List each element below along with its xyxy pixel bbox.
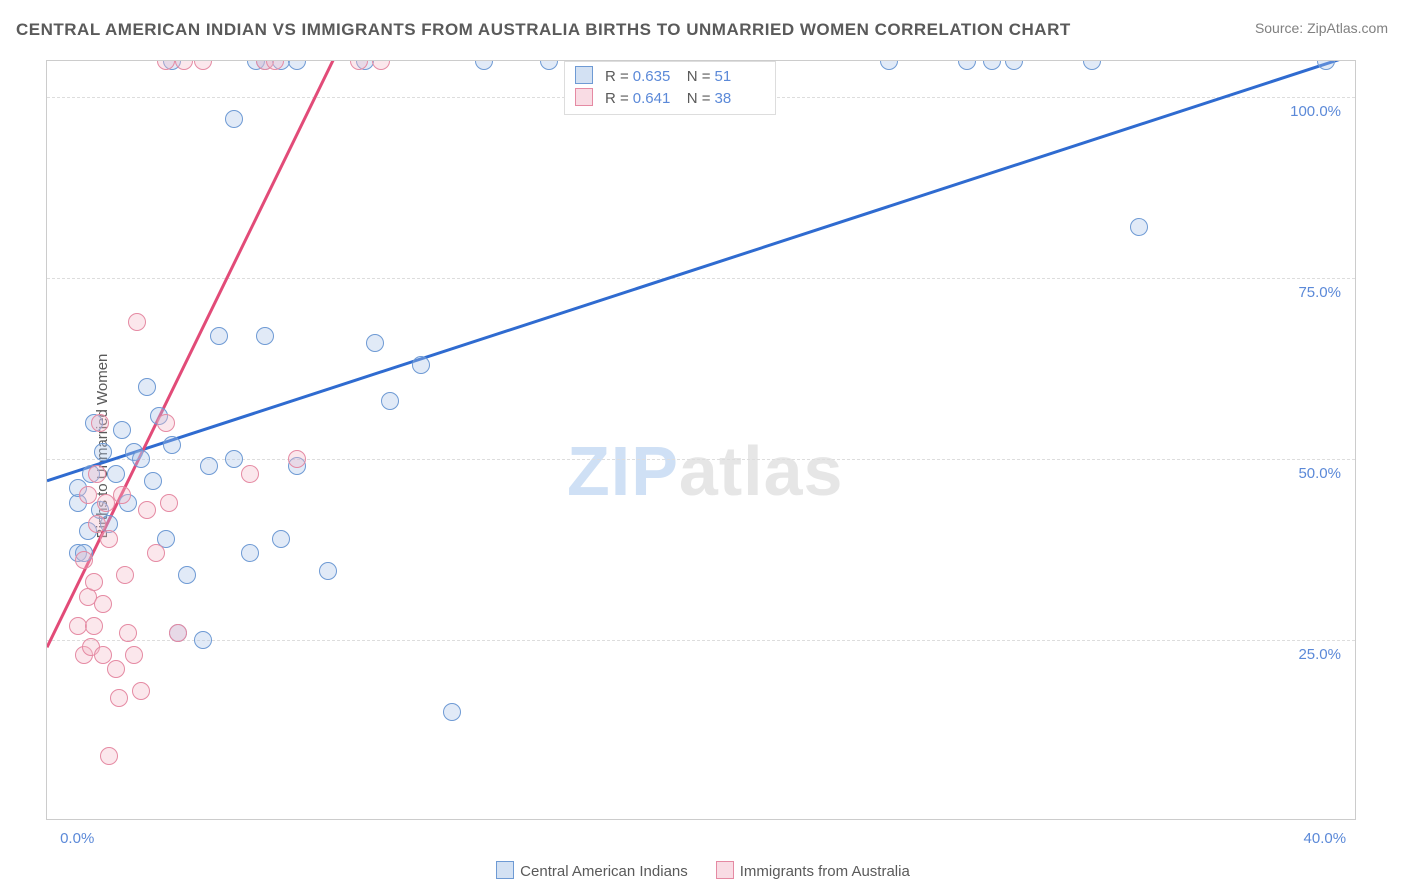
data-point-pink [94, 595, 112, 613]
stat-n-label: N = [687, 68, 711, 85]
legend-bottom: Central American Indians Immigrants from … [0, 861, 1406, 880]
data-point-blue [163, 436, 181, 454]
data-point-pink [79, 486, 97, 504]
data-point-pink [128, 313, 146, 331]
source-label: Source: ZipAtlas.com [1255, 20, 1388, 36]
data-point-pink [100, 530, 118, 548]
data-point-pink [157, 414, 175, 432]
data-point-pink [119, 624, 137, 642]
data-point-blue [241, 544, 259, 562]
x-tick-label: 0.0% [60, 830, 94, 847]
data-point-pink [107, 660, 125, 678]
x-tick-label: 40.0% [1304, 830, 1347, 847]
data-point-pink [288, 450, 306, 468]
stats-row-pink: R =0.641 N =38 [575, 88, 765, 110]
stats-box: R =0.635 N =51 R =0.641 N =38 [564, 61, 776, 115]
legend-item-pink: Immigrants from Australia [716, 861, 910, 880]
data-point-blue [132, 450, 150, 468]
stats-row-blue: R =0.635 N =51 [575, 66, 765, 88]
data-point-blue [366, 334, 384, 352]
legend-item-blue: Central American Indians [496, 861, 688, 880]
data-point-pink [94, 646, 112, 664]
data-point-blue [225, 110, 243, 128]
plot-area: ZIPatlas 25.0%50.0%75.0%100.0%R =0.635N … [46, 60, 1356, 820]
stat-r-label: R = [605, 68, 629, 85]
data-point-pink [85, 573, 103, 591]
data-point-blue [107, 465, 125, 483]
legend-label-pink: Immigrants from Australia [740, 863, 910, 880]
trend-lines [47, 61, 1356, 820]
stat-r-value: 0.635 [633, 66, 673, 88]
data-point-pink [110, 689, 128, 707]
data-point-blue [272, 530, 290, 548]
legend-label-blue: Central American Indians [520, 863, 688, 880]
legend-swatch-pink [716, 861, 734, 879]
swatch-blue [575, 66, 593, 84]
data-point-pink [160, 494, 178, 512]
data-point-blue [138, 378, 156, 396]
stat-n-value: 38 [715, 88, 755, 110]
data-point-pink [241, 465, 259, 483]
data-point-blue [194, 631, 212, 649]
data-point-pink [88, 465, 106, 483]
stat-r-value: 0.641 [633, 88, 673, 110]
trend-line-blue [47, 61, 1356, 481]
data-point-pink [91, 414, 109, 432]
legend-swatch-blue [496, 861, 514, 879]
data-point-pink [138, 501, 156, 519]
data-point-pink [113, 486, 131, 504]
data-point-blue [113, 421, 131, 439]
chart-title: CENTRAL AMERICAN INDIAN VS IMMIGRANTS FR… [16, 20, 1071, 40]
stat-n-label: N = [687, 90, 711, 107]
data-point-pink [116, 566, 134, 584]
swatch-pink [575, 88, 593, 106]
data-point-pink [169, 624, 187, 642]
stat-n-value: 51 [715, 66, 755, 88]
data-point-blue [210, 327, 228, 345]
data-point-pink [125, 646, 143, 664]
data-point-blue [319, 562, 337, 580]
data-point-blue [144, 472, 162, 490]
stat-r-label: R = [605, 90, 629, 107]
data-point-pink [132, 682, 150, 700]
data-point-pink [85, 617, 103, 635]
data-point-blue [94, 443, 112, 461]
chart-container: CENTRAL AMERICAN INDIAN VS IMMIGRANTS FR… [0, 0, 1406, 892]
